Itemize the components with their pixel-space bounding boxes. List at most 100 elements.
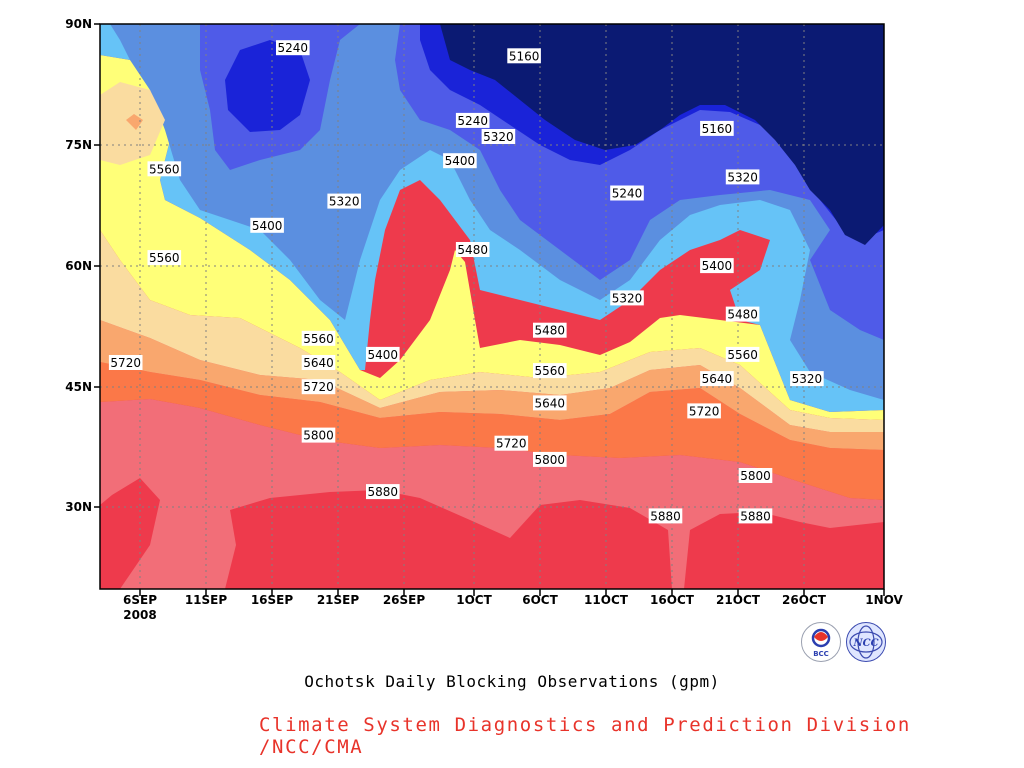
band-lt5160 <box>440 24 884 245</box>
contour-label: 5160 <box>507 48 541 64</box>
contour-label-bg <box>533 395 567 411</box>
contour-label-text: 5320 <box>792 372 823 386</box>
x-tick-label: 6OCT <box>522 593 558 607</box>
contour-label-text: 5880 <box>650 509 681 523</box>
contour-label: 5560 <box>301 330 336 346</box>
band-5480-5560 <box>100 55 884 420</box>
contour-label-bg <box>366 484 400 500</box>
contour-label-bg <box>700 371 734 387</box>
contour-label: 5560 <box>725 346 760 362</box>
contour-label-bg <box>533 363 567 379</box>
closed-low-5240 <box>225 40 310 132</box>
y-tick-label: 45N <box>65 380 92 394</box>
contour-label-text: 5720 <box>689 404 720 418</box>
x-tick-label: 11SEP <box>185 593 228 607</box>
contour-label-bg <box>738 468 773 483</box>
contour-label-text: 5800 <box>535 453 566 467</box>
contour-label-text: 5400 <box>702 259 733 273</box>
contour-label: 5320 <box>725 169 760 185</box>
x-tick-sublabel: 2008 <box>123 608 156 622</box>
contour-label-text: 5640 <box>535 396 566 410</box>
contour-label-text: 5720 <box>496 437 527 451</box>
contour-label-bg <box>610 290 644 306</box>
ncc-logo-label: NCC <box>852 638 878 649</box>
contour-label-bg <box>301 330 336 346</box>
contour-label: 5240 <box>276 40 310 56</box>
contour-label-bg <box>687 403 721 419</box>
contour-label-text: 5560 <box>727 348 758 362</box>
contour-label: 5160 <box>700 120 734 136</box>
x-tick-label: 6SEP <box>123 593 157 607</box>
contour-label-bg <box>301 355 336 370</box>
contour-label-bg <box>738 508 773 524</box>
contour-label-text: 5800 <box>303 429 334 443</box>
contour-label: 5320 <box>610 290 644 306</box>
contour-label-bg <box>533 451 567 467</box>
contour-label-text: 5720 <box>303 380 334 394</box>
contour-label-bg <box>481 129 516 144</box>
contour-label: 5720 <box>301 379 336 395</box>
contour-label-text: 5480 <box>457 243 488 257</box>
contour-label-text: 5560 <box>535 364 566 378</box>
credit-line: Climate System Diagnostics and Predictio… <box>259 714 911 758</box>
contour-label: 5320 <box>481 129 516 144</box>
contour-label: 5720 <box>108 355 143 370</box>
bcc-logo-icon: BCC <box>811 628 831 658</box>
contour-label-text: 5240 <box>457 114 488 128</box>
bcc-logo: BCC <box>801 622 841 662</box>
contour-label: 5640 <box>700 371 734 387</box>
contour-label-text: 5400 <box>445 154 476 168</box>
x-tick-labels: 6SEP 2008 11SEP 16SEP 21SEP 26SEP 1OCT 6… <box>123 593 903 622</box>
contour-label-bg <box>610 185 644 201</box>
ncc-logo: NCC <box>846 622 886 662</box>
contour-label: 5800 <box>301 427 336 443</box>
x-tick-label: 26SEP <box>383 593 426 607</box>
contour-label-text: 5880 <box>740 509 771 523</box>
contour-label-text: 5240 <box>278 41 309 55</box>
contour-label-bg <box>250 217 284 233</box>
contour-label-text: 5320 <box>483 130 514 144</box>
contour-label-bg <box>507 48 541 64</box>
contour-label-text: 5640 <box>303 356 334 370</box>
contour-label-bg <box>700 120 734 136</box>
contour-fill <box>100 24 884 589</box>
x-axis <box>139 589 885 596</box>
chart-title: Ochotsk Daily Blocking Observations (gpm… <box>304 672 720 691</box>
contour-label-text: 5320 <box>612 291 643 305</box>
contour-label-bg <box>790 371 824 387</box>
contour-label-bg <box>276 40 310 56</box>
contour-label: 5480 <box>725 306 760 322</box>
contour-label-text: 5800 <box>740 469 771 483</box>
contour-label-bg <box>455 112 490 128</box>
contour-label-text: 5720 <box>110 356 141 370</box>
x-tick-label: 21SEP <box>317 593 360 607</box>
contour-label: 5480 <box>533 322 567 338</box>
contour-label-text: 5160 <box>702 122 733 136</box>
band-5560-5640 <box>100 230 884 432</box>
y-tick-label: 90N <box>65 17 92 31</box>
contour-label-text: 5160 <box>509 49 540 63</box>
contour-label-bg <box>455 242 490 257</box>
contour-label-bg <box>147 161 182 177</box>
contour-label: 5800 <box>533 451 567 467</box>
contour-label-bg <box>301 427 336 443</box>
contour-label-text: 5560 <box>303 332 334 346</box>
contour-label: 5240 <box>610 185 644 201</box>
contour-label: 5400 <box>700 258 734 274</box>
x-tick-label: 16SEP <box>251 593 294 607</box>
contour-label-bg <box>301 379 336 395</box>
y-tick-label: 30N <box>65 500 92 514</box>
contour-label: 5400 <box>443 153 477 169</box>
contour-label: 5640 <box>533 395 567 411</box>
y-tick-label: 75N <box>65 138 92 152</box>
contour-label-text: 5400 <box>252 219 283 233</box>
contour-label: 5880 <box>366 484 400 500</box>
contour-label-bg <box>147 250 182 266</box>
x-tick-label: 21OCT <box>716 593 761 607</box>
contour-label-bg <box>725 169 760 185</box>
contour-label: 5720 <box>687 403 721 419</box>
contour-label-text: 5560 <box>149 162 180 176</box>
contour-label-bg <box>108 355 143 370</box>
contour-label: 5560 <box>147 161 182 177</box>
